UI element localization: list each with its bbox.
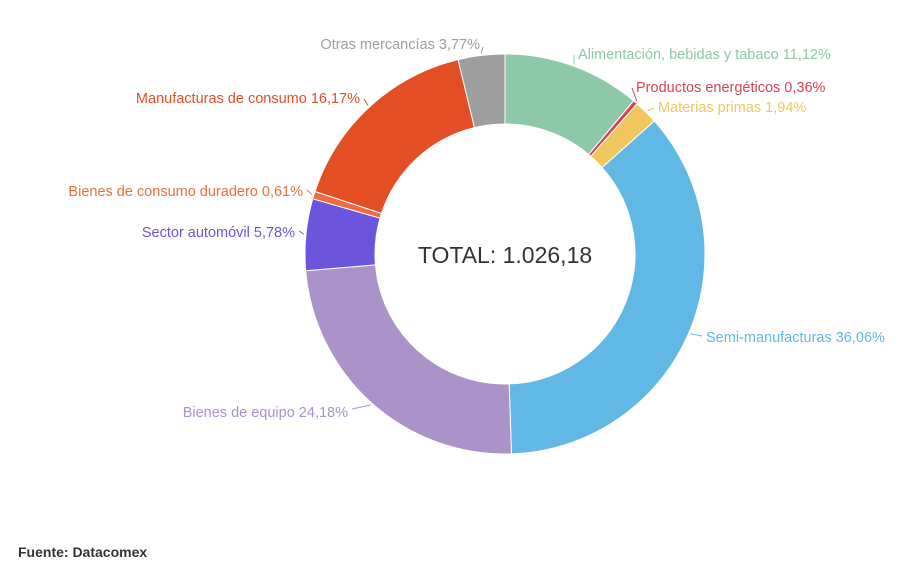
slice-label: Manufacturas de consumo 16,17%: [136, 91, 360, 107]
slice-label: Otras mercancías 3,77%: [320, 37, 480, 53]
slice-label: Sector automóvil 5,78%: [142, 225, 295, 241]
source-note: Fuente: Datacomex: [18, 544, 148, 560]
slice-label: Bienes de consumo duradero 0,61%: [68, 184, 303, 200]
donut-slice: [305, 264, 512, 455]
label-leader-line: [351, 404, 371, 410]
donut-slice: [457, 53, 506, 129]
label-leader-line: [690, 333, 703, 337]
slice-label: Semi-manufacturas 36,06%: [706, 330, 885, 346]
label-leader-line: [306, 189, 313, 195]
label-leader-line: [363, 98, 369, 106]
donut-slices: [304, 53, 706, 455]
label-leader-line: [298, 230, 305, 235]
label-leader-lines: [298, 46, 703, 410]
slice-label: Materias primas 1,94%: [658, 100, 806, 116]
slice-label: Productos energéticos 0,36%: [636, 80, 826, 96]
slice-label: Bienes de equipo 24,18%: [183, 405, 348, 421]
label-leader-line: [480, 46, 484, 54]
donut-slice: [314, 58, 476, 215]
label-leader-line: [647, 107, 655, 112]
donut-slice: [508, 120, 706, 455]
slice-labels: Alimentación, bebidas y tabaco 11,12% Pro…: [68, 37, 885, 421]
center-total-label: TOTAL: 1.026,18: [418, 242, 592, 268]
label-leader-line: [631, 87, 638, 101]
slice-label: Alimentación, bebidas y tabaco 11,12%: [578, 47, 831, 63]
